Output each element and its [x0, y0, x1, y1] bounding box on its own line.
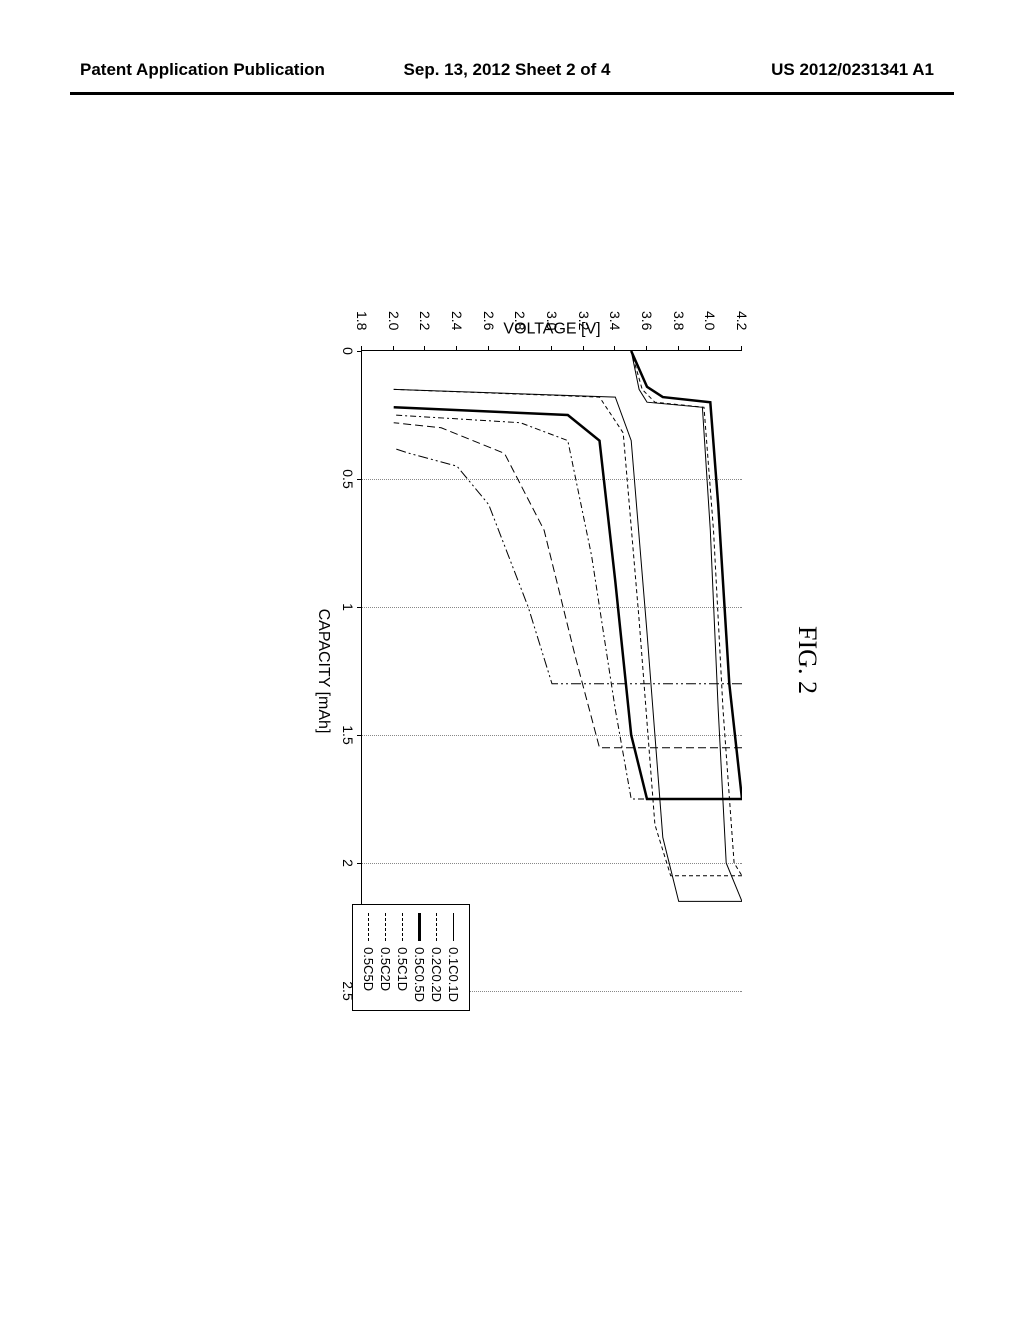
y-tick-label: 2.4	[449, 311, 465, 330]
legend-item: 0.1C0.1D	[446, 913, 461, 1002]
legend-swatch	[368, 913, 369, 941]
legend-label: 0.2C0.2D	[429, 947, 444, 1002]
series-0.2C0.2D-discharge	[394, 389, 742, 875]
series-0.5C5D-discharge	[394, 448, 742, 684]
legend-item: 0.5C1D	[395, 913, 410, 1002]
y-tick-label: 2.2	[417, 311, 433, 330]
figure-wrapper: FIG. 2 00.511.522.5 1.82.02.22.42.62.83.…	[262, 260, 762, 1060]
x-tick-label: 0.5	[340, 469, 356, 488]
chart-curves	[362, 351, 742, 991]
legend-label: 0.5C0.5D	[412, 947, 427, 1002]
legend-label: 0.1C0.1D	[446, 947, 461, 1002]
x-tick-label: 1	[340, 603, 356, 611]
series-0.5C2D-discharge	[394, 423, 742, 748]
series-0.5C0.5D-discharge	[394, 407, 742, 799]
publication-type: Patent Application Publication	[80, 60, 365, 80]
y-axis-label: VOLTAGE [V]	[503, 321, 600, 339]
legend-item: 0.5C5D	[361, 913, 376, 1002]
series-0.5C1D-discharge	[394, 415, 742, 799]
figure-label: FIG. 2	[792, 626, 822, 694]
legend-label: 0.5C2D	[378, 947, 393, 991]
publication-number: US 2012/0231341 A1	[649, 60, 934, 80]
legend-swatch	[453, 913, 454, 941]
series-0.1C0.1D-discharge	[394, 389, 742, 901]
legend-swatch	[385, 913, 386, 941]
y-tick-label: 1.8	[354, 311, 370, 330]
legend-item: 0.2C0.2D	[429, 913, 444, 1002]
y-tick-label: 3.6	[639, 311, 655, 330]
chart-plot-area: 00.511.522.5 1.82.02.22.42.62.83.03.23.4…	[361, 350, 742, 991]
y-tick-label: 3.4	[607, 311, 623, 330]
page-header: Patent Application Publication Sep. 13, …	[0, 60, 1024, 80]
y-tick-label: 2.6	[481, 311, 497, 330]
y-tick-label: 4.2	[734, 311, 750, 330]
x-tick-label: 1.5	[340, 725, 356, 744]
y-tick-label: 3.8	[671, 311, 687, 330]
header-divider	[70, 92, 954, 95]
x-tick-label: 2	[340, 859, 356, 867]
legend-item: 0.5C2D	[378, 913, 393, 1002]
legend-swatch	[402, 913, 403, 941]
x-axis-label: CAPACITY [mAh]	[314, 609, 332, 734]
y-tick-label: 2.0	[386, 311, 402, 330]
legend-label: 0.5C1D	[395, 947, 410, 991]
legend-item: 0.5C0.5D	[412, 913, 427, 1002]
x-tick-label: 0	[340, 347, 356, 355]
chart-legend: 0.1C0.1D0.2C0.2D0.5C0.5D0.5C1D0.5C2D0.5C…	[352, 904, 470, 1011]
legend-swatch	[436, 913, 437, 941]
y-tick-label: 4.0	[702, 311, 718, 330]
legend-label: 0.5C5D	[361, 947, 376, 991]
legend-swatch	[418, 913, 421, 941]
publication-date-sheet: Sep. 13, 2012 Sheet 2 of 4	[365, 60, 650, 80]
